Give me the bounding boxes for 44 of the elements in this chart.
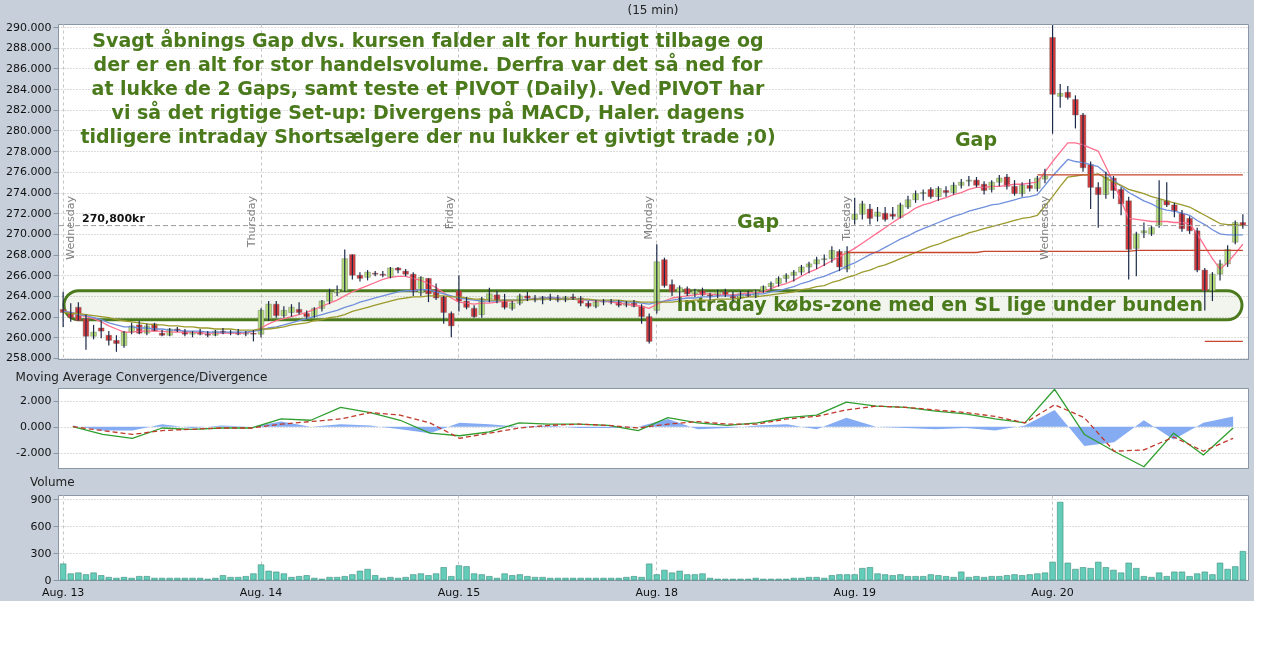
y-tick-label: 282.000: [6, 103, 52, 117]
y-tick-label: 272.000: [6, 206, 52, 220]
y-tick-label: 286.000: [6, 61, 52, 75]
x-tick-label: Aug. 18: [635, 585, 679, 599]
chart-title: Moving Average Convergence/Divergence: [15, 370, 268, 384]
x-tick-label: Aug. 13: [41, 585, 85, 599]
x-tick-label: Aug. 15: [437, 585, 481, 599]
y-tick-label: 290.000: [6, 20, 52, 34]
ref-line-label: 270,800kr: [82, 211, 146, 225]
y-tick-label: 276.000: [6, 165, 52, 179]
x-tick-label: Aug. 14: [239, 585, 283, 599]
x-tick-label: Aug. 20: [1031, 585, 1074, 599]
y-tick-label: 264.000: [6, 289, 52, 303]
y-tick-label: 258.000: [6, 351, 52, 365]
annotation: Svagt åbnings Gap dvs. kursen falder alt for hurtigt tilbage og der er en alt for stor handelsvolume. Derfra var det så ned for at lukke de 2 Gaps, samt teste et PIVOT (Daily). Ved PIVOT har vi så det rigtige Set-up: Divergens på MACD, Haler. dagens tidligere intraday Shortsælgere der nu lukker et givtigt trade ;0): [80, 28, 776, 147]
y-tick-label: 274.000: [6, 186, 52, 200]
chart-title: Volume: [30, 475, 75, 490]
y-tick-label: 270.000: [6, 227, 52, 241]
y-tick-label: 268.000: [6, 248, 52, 262]
y-tick-label: 262.000: [6, 310, 52, 324]
y-tick-label: 2.000: [20, 394, 52, 408]
annotation: Monday: [641, 195, 655, 240]
y-tick-label: 300: [30, 546, 52, 560]
y-tick-label: 278.000: [6, 144, 52, 158]
y-tick-label: 266.000: [6, 268, 52, 282]
y-tick-label: -2.000: [16, 446, 52, 460]
y-tick-label: 284.000: [6, 82, 52, 96]
x-tick-label: Aug. 19: [833, 585, 876, 599]
y-tick-label: 0.000: [20, 420, 52, 434]
y-tick-label: 280.000: [6, 124, 52, 137]
annotation: Tuesday: [840, 195, 854, 242]
y-tick-label: 260.000: [6, 330, 52, 344]
annotation: Friday: [443, 195, 457, 230]
y-tick-label: 288.000: [6, 41, 52, 55]
annotation: Gap: [954, 128, 998, 150]
annotation: Thursday: [245, 195, 259, 249]
y-tick-label: 900: [30, 492, 52, 506]
y-tick-label: 600: [30, 519, 52, 533]
annotation: Wednesday: [1038, 195, 1052, 260]
annotation: Gap: [736, 210, 780, 232]
y-tick-label: 0: [44, 573, 52, 587]
chart-title: (15 min): [627, 3, 679, 18]
band-label: Intraday købs-zone med en SL lige under bunden: [676, 293, 1203, 316]
annotation: Wednesday: [63, 195, 77, 260]
